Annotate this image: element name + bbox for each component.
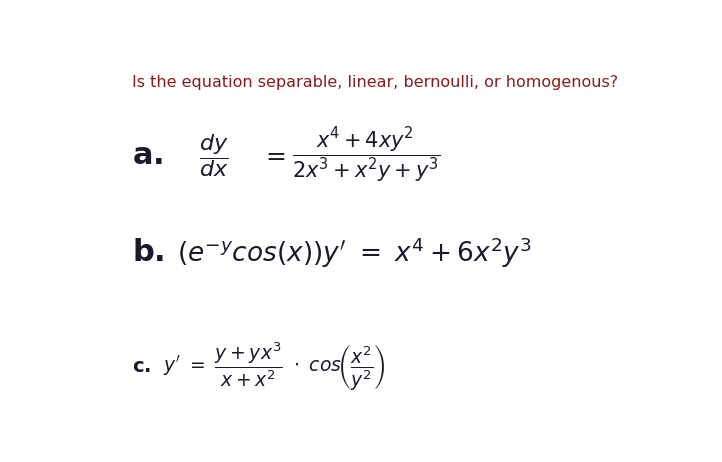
Text: $=$: $=$ <box>261 143 286 167</box>
Text: $(e^{-y}cos(x))y^{\prime}\ =\ x^4 + 6x^2y^3$: $(e^{-y}cos(x))y^{\prime}\ =\ x^4 + 6x^2… <box>177 236 532 270</box>
Text: $\mathbf{b.}$: $\mathbf{b.}$ <box>132 238 165 267</box>
Text: $\mathbf{a.}$: $\mathbf{a.}$ <box>132 140 163 170</box>
Text: Is the equation separable, linear, bernoulli, or homogenous?: Is the equation separable, linear, berno… <box>132 75 618 90</box>
Text: $\mathbf{c.}$: $\mathbf{c.}$ <box>132 357 151 376</box>
Text: $\dfrac{dy}{dx}$: $\dfrac{dy}{dx}$ <box>199 132 229 178</box>
Text: $y^{\prime}\ =\ \dfrac{y + yx^3}{x + x^2}\ \cdot\ cos\!\left(\dfrac{x^2}{y^2}\ri: $y^{\prime}\ =\ \dfrac{y + yx^3}{x + x^2… <box>163 340 386 393</box>
Text: $\dfrac{x^4 + 4xy^2}{2x^3 + x^2y +y^3}$: $\dfrac{x^4 + 4xy^2}{2x^3 + x^2y +y^3}$ <box>292 125 440 185</box>
